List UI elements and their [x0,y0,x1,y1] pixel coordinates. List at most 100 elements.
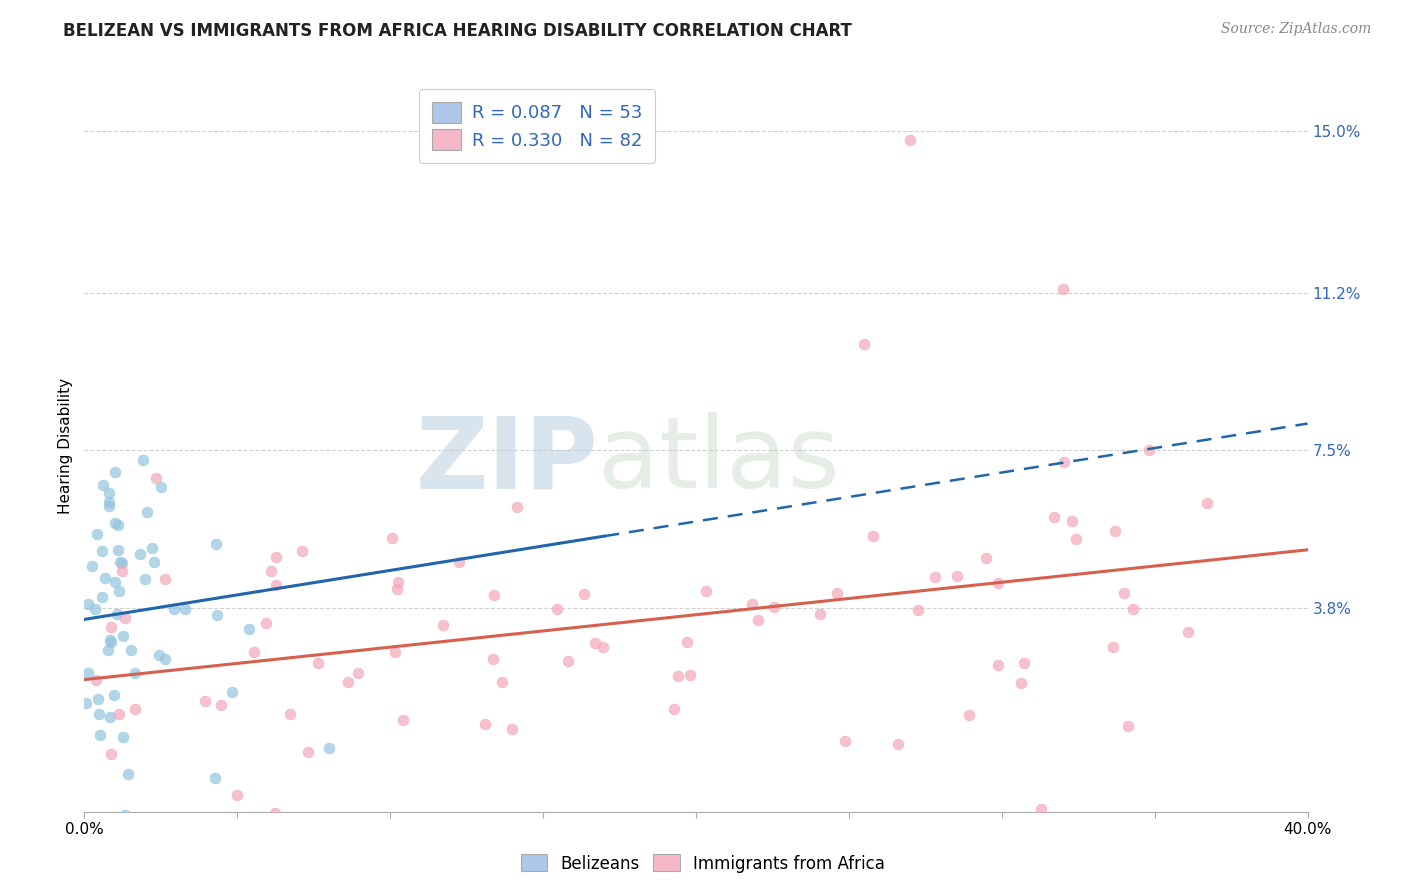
Point [946,569,969,583]
Point [853,337,876,351]
Point [134,572,156,586]
Point [695,584,717,599]
Point [107,518,129,533]
Point [385,582,408,597]
Point [907,603,929,617]
Point [1010,676,1032,690]
Point [387,575,409,590]
Point [100,634,122,648]
Point [887,737,910,751]
Point [491,675,513,690]
Point [291,544,314,558]
Point [238,623,260,637]
Point [1053,454,1076,468]
Point [98,710,121,724]
Point [98,633,121,648]
Point [97,643,120,657]
Point [145,471,167,485]
Point [77,665,100,680]
Text: BELIZEAN VS IMMIGRANTS FROM AFRICA HEARING DISABILITY CORRELATION CHART: BELIZEAN VS IMMIGRANTS FROM AFRICA HEARI… [63,22,852,40]
Point [1066,533,1088,547]
Point [89,728,111,742]
Point [107,607,129,621]
Point [384,645,406,659]
Point [107,707,129,722]
Point [381,531,404,545]
Point [260,564,283,578]
Point [124,666,146,681]
Point [114,611,136,625]
Point [1104,524,1126,538]
Text: atlas: atlas [598,412,839,509]
Point [103,516,125,530]
Point [1116,719,1139,733]
Point [825,586,848,600]
Point [263,805,285,820]
Point [506,500,529,514]
Point [666,669,689,683]
Point [264,550,287,565]
Point [392,714,415,728]
Point [1197,496,1219,510]
Point [108,555,131,569]
Point [254,615,277,630]
Point [225,788,247,802]
Point [114,807,136,822]
Point [77,597,100,611]
Point [221,685,243,699]
Point [75,696,97,710]
Point [1060,514,1083,528]
Point [1137,443,1160,458]
Text: Source: ZipAtlas.com: Source: ZipAtlas.com [1220,22,1371,37]
Point [108,583,131,598]
Point [111,730,134,744]
Point [1043,510,1066,524]
Point [124,701,146,715]
Point [1102,640,1125,655]
Point [82,559,104,574]
Point [104,465,127,479]
Point [834,734,856,748]
Point [1012,656,1035,670]
Point [148,648,170,663]
Point [474,717,496,731]
Point [763,599,786,614]
Point [336,674,359,689]
Point [1052,282,1074,296]
Point [641,830,664,845]
Point [120,643,142,657]
Point [136,505,159,519]
Point [143,555,166,569]
Point [741,597,763,611]
Point [501,723,523,737]
Point [318,740,340,755]
Point [924,570,946,584]
Point [808,607,831,621]
Point [557,654,579,668]
Point [987,657,1010,672]
Point [100,747,122,761]
Point [84,602,107,616]
Point [163,602,186,616]
Point [141,541,163,555]
Point [1122,602,1144,616]
Y-axis label: Hearing Disability: Hearing Disability [58,378,73,514]
Point [83,828,105,842]
Point [194,694,217,708]
Point [679,668,702,682]
Point [242,645,264,659]
Point [153,572,176,586]
Point [149,480,172,494]
Point [153,652,176,666]
Point [209,698,232,712]
Point [481,652,503,666]
Point [103,688,125,702]
Point [449,555,471,569]
Point [572,587,595,601]
Point [91,478,114,492]
Point [482,588,505,602]
Point [132,453,155,467]
Point [987,576,1010,591]
Point [747,613,769,627]
Point [346,665,368,680]
